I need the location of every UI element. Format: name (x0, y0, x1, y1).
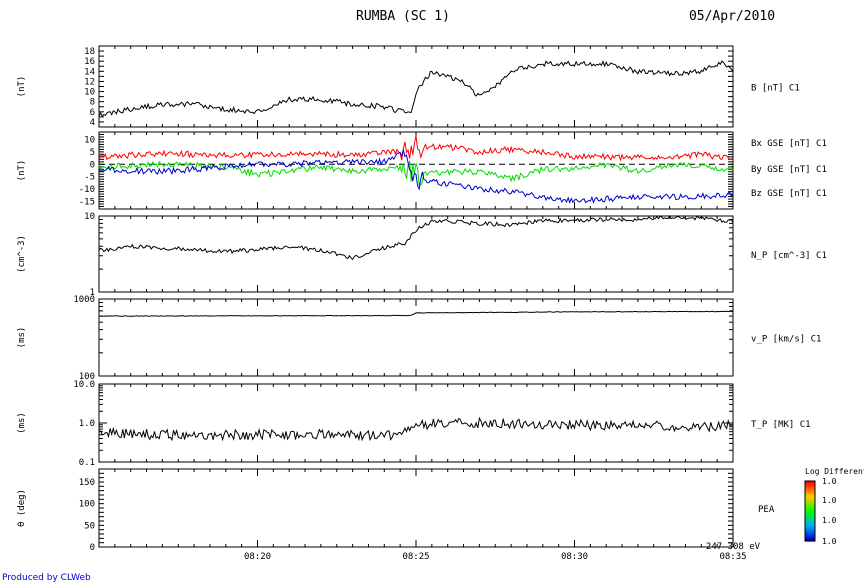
series-line (98, 60, 734, 117)
colorbar-swatch (805, 491, 815, 494)
footer-credit[interactable]: Produced by CLWeb (2, 573, 91, 583)
y-tick-label: 10 (84, 212, 95, 222)
y-axis-label: (ms) (17, 327, 27, 349)
y-tick-label: 1000 (73, 295, 95, 305)
colorbar-swatch (805, 535, 815, 538)
x-tick-label: 08:20 (244, 552, 271, 562)
y-tick-label: 0 (90, 543, 95, 553)
y-tick-label: 1 (90, 288, 95, 298)
colorbar-swatch (805, 533, 815, 536)
y-axis-label: (ms) (17, 412, 27, 434)
colorbar-swatch (805, 513, 815, 516)
plot-date: 05/Apr/2010 (689, 9, 775, 24)
y-tick-label: 10.0 (73, 380, 95, 390)
colorbar-swatch (805, 507, 815, 510)
colorbar-swatch (805, 489, 815, 492)
y-tick-label: 0.1 (79, 458, 95, 468)
y-tick-label: -10 (79, 185, 95, 195)
series-bz-line (98, 148, 734, 204)
colorbar-swatch (805, 511, 815, 514)
y-tick-label: 10 (84, 88, 95, 98)
colorbar-swatch (805, 495, 815, 498)
series-label: T_P [MK] C1 (751, 420, 811, 430)
colorbar-swatch (805, 531, 815, 534)
colorbar-swatch (805, 527, 815, 530)
series-line (98, 310, 734, 317)
colorbar-swatch (805, 509, 815, 512)
series-bx-line (98, 135, 734, 162)
series-line (98, 215, 734, 261)
colorbar-swatch (805, 505, 815, 508)
plot-title: RUMBA (SC 1) (356, 9, 450, 24)
colorbar-label: 1.0 (822, 516, 837, 525)
colorbar-swatch (805, 517, 815, 520)
colorbar-title: Log Differenti (805, 467, 864, 476)
y-tick-label: 0 (90, 160, 95, 170)
y-axis-label: θ (deg) (17, 489, 27, 527)
y-tick-label: 150 (79, 478, 95, 488)
colorbar-swatch (805, 539, 815, 542)
colorbar-swatch (805, 537, 815, 540)
colorbar-swatch (805, 487, 815, 490)
series-label: PEA (758, 505, 775, 515)
series-line (98, 416, 733, 442)
y-axis-label: (nT) (17, 160, 27, 182)
colorbar-swatch (805, 503, 815, 506)
y-tick-label: 18 (84, 47, 95, 57)
series-by-line (98, 160, 734, 186)
panel-frame-3 (98, 298, 734, 377)
y-axis-label: (nT) (17, 76, 27, 98)
colorbar-label: 1.0 (822, 496, 837, 505)
colorbar-swatch (805, 519, 815, 522)
colorbar: Log Differenti1.01.01.01.0 (804, 467, 864, 546)
colorbar-frame (804, 480, 816, 542)
series-label: N_P [cm^-3] C1 (751, 251, 827, 261)
colorbar-swatch (805, 515, 815, 518)
y-tick-label: 6 (90, 108, 95, 118)
colorbar-label: 1.0 (822, 537, 837, 546)
y-tick-label: 5 (90, 148, 95, 158)
y-tick-label: -15 (79, 198, 95, 208)
colorbar-swatch (805, 497, 815, 500)
colorbar-swatch (805, 525, 815, 528)
colorbar-swatch (805, 493, 815, 496)
y-tick-label: 8 (90, 98, 95, 108)
x-tick-label: 08:35 (719, 552, 746, 562)
y-tick-label: 1.0 (79, 419, 95, 429)
colorbar-swatch (805, 523, 815, 526)
colorbar-swatch (805, 481, 815, 484)
series-label: Bx GSE [nT] C1 (751, 139, 827, 149)
y-tick-label: -5 (84, 173, 95, 183)
x-tick-label: 08:25 (402, 552, 429, 562)
colorbar-swatch (805, 521, 815, 524)
colorbar-swatch (805, 483, 815, 486)
energy-label: 247-308 eV (706, 542, 761, 552)
y-tick-label: 50 (84, 521, 95, 531)
colorbar-swatch (805, 529, 815, 532)
y-tick-label: 100 (79, 500, 95, 510)
colorbar-label: 1.0 (822, 477, 837, 486)
colorbar-swatch (805, 499, 815, 502)
series-label: B [nT] C1 (751, 84, 800, 94)
panel-frame-1 (98, 131, 734, 210)
panel-frame-5 (98, 468, 734, 548)
x-tick-label: 08:30 (561, 552, 588, 562)
series-label: Bz GSE [nT] C1 (751, 189, 827, 199)
series-label: v_P [km/s] C1 (751, 335, 821, 345)
panel-frame-2 (98, 215, 734, 293)
y-axis-label: (cm^-3) (17, 235, 27, 273)
y-tick-label: 100 (79, 372, 95, 382)
colorbar-swatch (805, 485, 815, 488)
colorbar-swatch (805, 501, 815, 504)
y-tick-label: 12 (84, 77, 95, 87)
y-tick-label: 10 (84, 135, 95, 145)
y-tick-label: 4 (90, 118, 95, 128)
y-tick-label: 16 (84, 57, 95, 67)
y-tick-label: 14 (84, 67, 95, 77)
panel-frame-0 (98, 45, 734, 128)
series-label: By GSE [nT] C1 (751, 165, 827, 175)
